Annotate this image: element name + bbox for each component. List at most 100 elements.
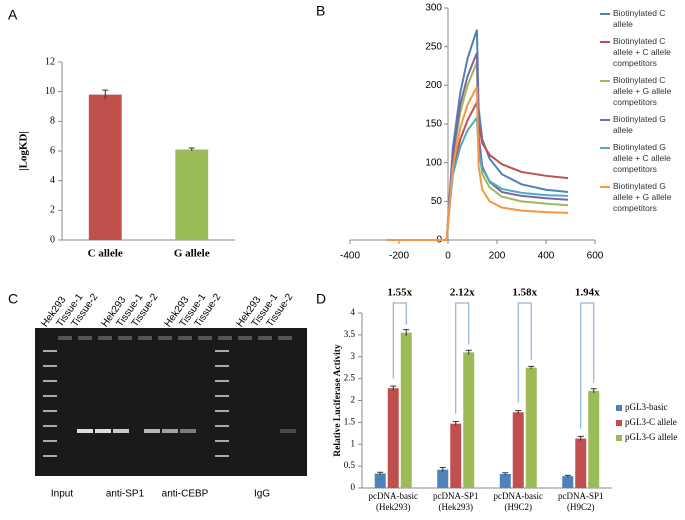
legend-swatch <box>600 13 610 15</box>
well <box>118 336 132 340</box>
y-tick-label: 10 <box>45 86 55 97</box>
y-tick-label: 100 <box>425 157 442 168</box>
legend-label: Biotinylated C allele + C allele competi… <box>613 36 671 68</box>
well <box>218 336 232 340</box>
gel-band <box>180 429 196 433</box>
fold-label: 2.12x <box>450 287 475 299</box>
legend-swatch <box>616 434 622 441</box>
error-bar <box>465 349 472 355</box>
legend-swatch <box>600 186 610 188</box>
bar <box>387 388 399 488</box>
y-tick-label: 0 <box>351 482 356 492</box>
gel-band <box>162 429 178 433</box>
error-bar <box>452 421 459 426</box>
y-tick-label: 200 <box>425 80 442 91</box>
legend-item: pGL3-C allele <box>616 417 677 428</box>
well <box>198 336 212 340</box>
group-label: anti-CEBP <box>162 489 209 500</box>
legend-item: Biotinylated C allele + C allele competi… <box>600 36 684 69</box>
fold-label: 1.55x <box>387 287 412 299</box>
x-tick-label: 200 <box>489 251 506 262</box>
well <box>58 336 72 340</box>
y-tick-label: 4 <box>50 175 55 186</box>
error-bar <box>188 147 195 151</box>
bar <box>588 390 600 488</box>
x-tick-label: G allele <box>174 248 210 260</box>
legend-item: pGL3-basic <box>616 402 677 413</box>
error-bar <box>377 471 384 475</box>
fold-bracket <box>517 302 532 403</box>
panel-label: D <box>316 291 326 307</box>
fold-bracket <box>392 302 407 379</box>
bar <box>450 423 462 488</box>
y-tick-label: 50 <box>431 196 443 207</box>
well <box>98 336 112 340</box>
x-tick-label: 0 <box>445 251 451 262</box>
x-tick-label: pcDNA-basic (Hek293) <box>368 491 418 512</box>
bar <box>562 476 574 488</box>
bar <box>575 438 587 488</box>
legend-item: Biotinylated C allele <box>600 8 684 30</box>
y-tick-label: 300 <box>425 3 442 14</box>
y-tick-label: 12 <box>45 56 55 67</box>
ladder-band <box>43 455 57 457</box>
gel-image <box>35 328 307 476</box>
panel-label: B <box>316 3 325 19</box>
y-tick-label: 2 <box>50 205 55 216</box>
bar <box>437 469 449 488</box>
bar <box>88 94 122 240</box>
y-tick-label: 250 <box>425 41 442 52</box>
legend-label: pGL3-G allele <box>625 432 678 442</box>
ladder-band <box>43 395 57 397</box>
gel-band <box>95 429 111 433</box>
y-tick-label: 4 <box>351 307 356 317</box>
bar <box>400 332 412 488</box>
panel-label: A <box>8 7 18 23</box>
legend-label: Biotinylated G allele + G allele competi… <box>613 181 672 213</box>
fold-label: 1.58x <box>512 287 537 299</box>
ladder-band <box>215 440 229 442</box>
gel-band <box>113 429 129 433</box>
error-bar <box>528 365 535 369</box>
x-tick-label: -400 <box>340 251 360 262</box>
gel-band <box>280 429 296 433</box>
legend-swatch <box>600 119 610 121</box>
legend-label: pGL3-C allele <box>625 417 677 427</box>
legend-label: pGL3-basic <box>625 402 668 412</box>
y-tick-label: 6 <box>50 145 55 156</box>
y-tick-label: 3 <box>351 351 356 361</box>
legend-label: Biotinylated C allele + G allele competi… <box>613 75 672 107</box>
y-axis-label: Relative Luciferase Activity <box>333 344 343 457</box>
y-tick-label: 3.5 <box>344 329 356 339</box>
well <box>178 336 192 340</box>
x-tick-label: 600 <box>587 251 604 262</box>
error-bar <box>590 388 597 394</box>
panel-label: C <box>8 291 18 307</box>
ladder-band <box>215 410 229 412</box>
bar <box>374 473 386 488</box>
ladder-band <box>215 395 229 397</box>
y-tick-label: 2.5 <box>344 373 356 383</box>
legend-item: Biotinylated G allele + G allele competi… <box>600 181 684 214</box>
group-label: Input <box>51 489 73 500</box>
legend-swatch <box>616 404 622 411</box>
well <box>158 336 172 340</box>
y-tick-label: 150 <box>425 119 442 130</box>
ladder-band <box>43 350 57 352</box>
error-bar <box>515 410 522 415</box>
y-tick-label: 8 <box>50 116 55 127</box>
legend: Biotinylated C allele Biotinylated C alle… <box>600 8 684 214</box>
legend-label: Biotinylated C allele <box>613 8 666 29</box>
x-tick-label: C allele <box>88 248 123 260</box>
well <box>138 336 152 340</box>
y-tick-label: 1 <box>351 438 356 448</box>
group-label: IgG <box>254 489 270 500</box>
bar <box>512 412 524 488</box>
ladder-band <box>215 365 229 367</box>
error-bar <box>502 472 509 476</box>
legend-swatch <box>600 80 610 82</box>
legend-label: Biotinylated G allele + C allele competi… <box>613 142 671 174</box>
well <box>278 336 292 340</box>
group-label: anti-SP1 <box>106 489 145 500</box>
